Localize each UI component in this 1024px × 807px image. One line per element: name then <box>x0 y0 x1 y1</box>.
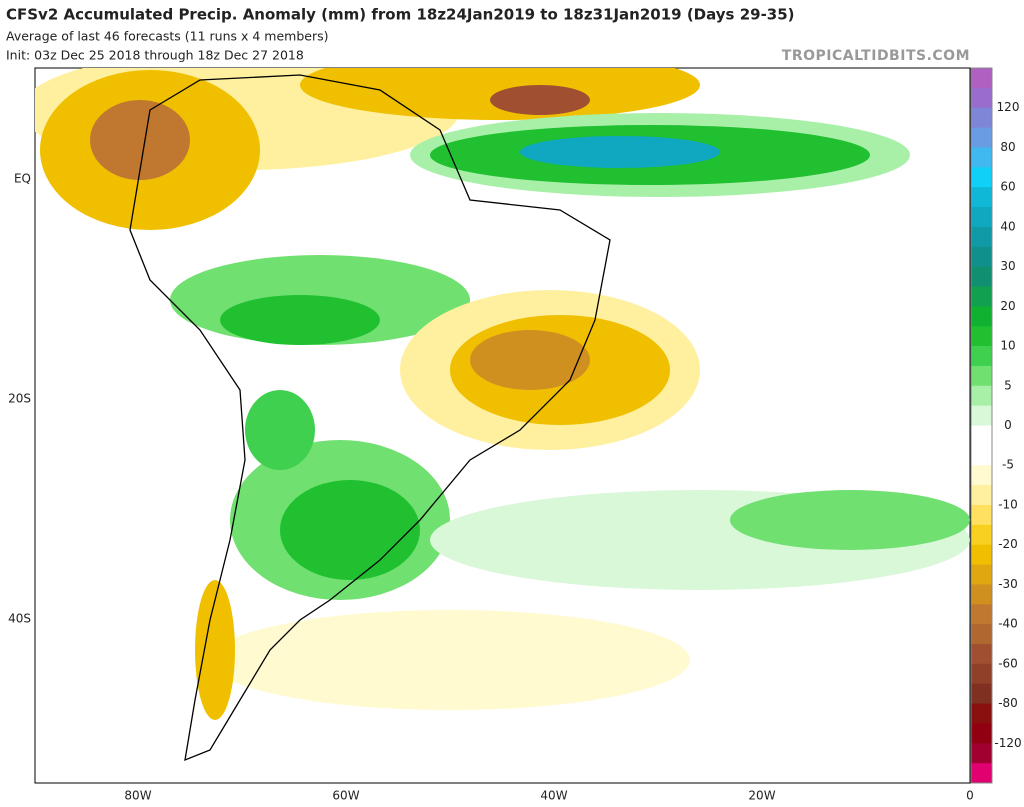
colorbar-label: 30 <box>1000 259 1015 273</box>
watermark: TROPICALTIDBITS.COM <box>782 48 970 64</box>
colorbar-swatch <box>971 306 992 327</box>
colorbar-swatch <box>971 683 992 705</box>
init-line: Init: 03z Dec 25 2018 through 18z Dec 27… <box>6 48 304 63</box>
colorbar-label: -40 <box>998 617 1018 631</box>
colorbar: 120 80 60 40 30 20 10 5 0 -5 -10 -20 -30 -40 -60 -80 -12… <box>970 67 1022 784</box>
lon-label: 80W <box>124 789 151 803</box>
colorbar-label: 10 <box>1000 339 1015 353</box>
lon-label: 60W <box>332 789 359 803</box>
colorbar-swatch <box>971 445 992 466</box>
lon-label: 20W <box>748 789 775 803</box>
colorbar-swatch <box>971 485 992 506</box>
colorbar-swatch <box>971 326 992 347</box>
colorbar-swatch <box>971 544 992 566</box>
colorbar-swatch <box>971 743 992 764</box>
colorbar-label: 80 <box>1000 140 1015 154</box>
lon-label: 40W <box>540 789 567 803</box>
colorbar-swatch <box>971 465 992 486</box>
colorbar-label: -80 <box>998 696 1018 710</box>
colorbar-swatch <box>971 643 992 665</box>
colorbar-label: 0 <box>1004 418 1012 432</box>
colorbar-swatch <box>971 723 992 744</box>
subtitle: Average of last 46 forecasts (11 runs x … <box>6 29 328 44</box>
anomaly-field <box>35 68 970 720</box>
colorbar-swatch <box>971 87 992 109</box>
colorbar-swatch <box>971 286 992 307</box>
colorbar-swatch <box>971 266 992 287</box>
colorbar-swatch <box>971 365 992 387</box>
coastline <box>129 74 611 762</box>
colorbar-label: -5 <box>1002 458 1014 472</box>
colorbar-swatch <box>971 187 992 208</box>
colorbar-label: 60 <box>1000 180 1015 194</box>
colorbar-swatch <box>971 504 992 526</box>
map <box>34 67 971 784</box>
lat-label: 20S <box>8 392 31 406</box>
colorbar-swatch <box>971 226 992 248</box>
colorbar-swatch <box>971 624 992 645</box>
colorbar-frame <box>970 67 993 784</box>
colorbar-swatch <box>971 604 992 625</box>
colorbar-label: 5 <box>1004 378 1012 392</box>
colorbar-label: -10 <box>998 497 1018 511</box>
lat-label: 40S <box>8 612 31 626</box>
colorbar-swatch <box>971 107 992 129</box>
colorbar-swatch <box>971 584 992 605</box>
colorbar-swatch <box>971 405 992 426</box>
colorbar-label: -20 <box>998 537 1018 551</box>
colorbar-swatch <box>971 167 992 188</box>
colorbar-label: 40 <box>1000 219 1015 233</box>
colorbar-swatch <box>971 425 992 446</box>
lat-label: EQ <box>14 172 31 186</box>
colorbar-swatch <box>971 147 992 168</box>
colorbar-swatch <box>971 346 992 367</box>
colorbar-swatch <box>971 763 992 784</box>
colorbar-label: 20 <box>1000 299 1015 313</box>
colorbar-swatch <box>971 68 992 89</box>
colorbar-label: -30 <box>998 577 1018 591</box>
lon-label: 0 <box>966 789 974 803</box>
colorbar-label: 120 <box>997 100 1020 114</box>
colorbar-swatch <box>971 524 992 546</box>
colorbar-label: -60 <box>998 656 1018 670</box>
title: CFSv2 Accumulated Precip. Anomaly (mm) f… <box>6 6 795 24</box>
colorbar-label: -120 <box>994 736 1021 750</box>
colorbar-swatch <box>971 564 992 585</box>
colorbar-swatch <box>971 703 992 724</box>
colorbar-swatch <box>971 385 992 407</box>
colorbar-swatch <box>971 127 992 148</box>
colorbar-swatch <box>971 246 992 268</box>
colorbar-swatch <box>971 663 992 685</box>
colorbar-swatch <box>971 207 992 228</box>
